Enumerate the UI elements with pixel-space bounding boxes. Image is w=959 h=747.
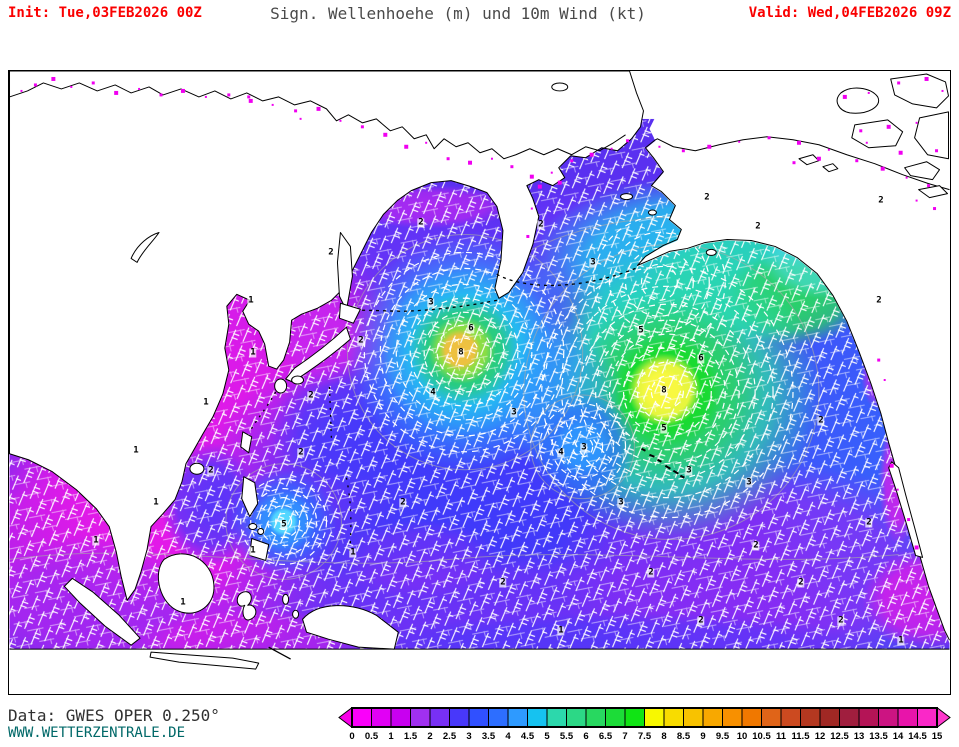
legend-svg: 0 0.5 1 1.5 2 2.5 3 3.5 4 4.5 5 5.5 6 6.5 7 7.5 8 8.5 9 9.5… bbox=[338, 706, 951, 742]
kuril-islands bbox=[360, 299, 498, 312]
lake-1 bbox=[904, 161, 941, 181]
svg-text:7.5: 7.5 bbox=[638, 731, 652, 742]
hawaii-islands bbox=[641, 447, 685, 479]
svg-text:1.5: 1.5 bbox=[404, 731, 418, 742]
land-north-america bbox=[637, 71, 950, 644]
island-luzon bbox=[241, 476, 259, 518]
island-baja bbox=[888, 461, 924, 558]
svg-text:3.5: 3.5 bbox=[482, 731, 496, 742]
wind-swirls bbox=[240, 215, 794, 566]
island-chains bbox=[250, 267, 685, 660]
island-st-lawrence bbox=[620, 193, 634, 201]
island-kodiak bbox=[705, 248, 717, 256]
svg-text:10: 10 bbox=[737, 731, 748, 742]
svg-text:6.5: 6.5 bbox=[599, 731, 613, 742]
coast-siberia-arctic bbox=[9, 82, 626, 160]
island-wrangel bbox=[551, 82, 569, 92]
color-scale-legend: 0 0.5 1 1.5 2 2.5 3 3.5 4 4.5 5 5.5 6 6.5 7 7.5 8 8.5 9 9.5… bbox=[338, 706, 958, 743]
island-hainan bbox=[189, 462, 205, 475]
svg-text:14: 14 bbox=[893, 731, 904, 742]
island-shikoku bbox=[291, 375, 305, 385]
mariana-islands bbox=[345, 477, 352, 556]
svg-text:1: 1 bbox=[388, 731, 394, 742]
map-title: Sign. Wellenhoehe (m) und 10m Wind (kt) bbox=[270, 4, 646, 23]
coast-speckles bbox=[20, 76, 944, 550]
island-arctic-1 bbox=[836, 87, 880, 114]
timor bbox=[268, 646, 291, 660]
data-source: Data: GWES OPER 0.250° bbox=[8, 706, 220, 725]
island-hokkaido bbox=[338, 302, 361, 324]
map-svg bbox=[9, 71, 950, 694]
island-arctic-2 bbox=[890, 73, 949, 109]
izu-islands bbox=[328, 386, 333, 440]
svg-text:13: 13 bbox=[854, 731, 865, 742]
svg-text:14.5: 14.5 bbox=[908, 731, 927, 742]
svg-text:12: 12 bbox=[815, 731, 826, 742]
island-new-guinea bbox=[302, 605, 399, 650]
svg-text:9.5: 9.5 bbox=[716, 731, 730, 742]
svg-text:2.5: 2.5 bbox=[443, 731, 457, 742]
svg-text:4: 4 bbox=[505, 731, 511, 742]
island-sumatra bbox=[63, 577, 141, 646]
svg-text:11: 11 bbox=[776, 731, 787, 742]
svg-text:3: 3 bbox=[466, 731, 471, 742]
landmasses bbox=[9, 71, 950, 670]
svg-text:0.5: 0.5 bbox=[365, 731, 379, 742]
svg-text:5: 5 bbox=[544, 731, 550, 742]
island-kyushu bbox=[274, 378, 288, 394]
ryukyu-islands bbox=[250, 391, 277, 431]
island-arctic-4 bbox=[914, 111, 949, 160]
svg-text:2: 2 bbox=[427, 731, 432, 742]
island-borneo bbox=[157, 553, 215, 614]
svg-text:5.5: 5.5 bbox=[560, 731, 574, 742]
website-url: WWW.WETTERZENTRALE.DE bbox=[8, 725, 186, 741]
svg-text:15: 15 bbox=[932, 731, 943, 742]
lake-2 bbox=[918, 185, 948, 199]
svg-text:6: 6 bbox=[583, 731, 588, 742]
svg-text:10.5: 10.5 bbox=[752, 731, 771, 742]
valid-datetime: Valid: Wed,04FEB2026 09Z bbox=[748, 5, 951, 21]
svg-text:7: 7 bbox=[622, 731, 627, 742]
island-honshu bbox=[285, 326, 351, 383]
island-taiwan bbox=[240, 431, 253, 454]
init-datetime: Init: Tue,03FEB2026 00Z bbox=[8, 5, 202, 21]
svg-text:12.5: 12.5 bbox=[830, 731, 849, 742]
svg-text:0: 0 bbox=[349, 731, 354, 742]
svg-text:9: 9 bbox=[700, 731, 705, 742]
svg-text:8.5: 8.5 bbox=[677, 731, 691, 742]
coast-north-america bbox=[636, 136, 950, 641]
aleutian-islands bbox=[493, 267, 636, 287]
svg-text:13.5: 13.5 bbox=[869, 731, 888, 742]
island-java bbox=[149, 651, 260, 670]
svg-text:8: 8 bbox=[661, 731, 666, 742]
land-eurasia bbox=[9, 71, 644, 601]
svg-text:4.5: 4.5 bbox=[521, 731, 535, 742]
svg-text:11.5: 11.5 bbox=[792, 731, 811, 742]
island-sulawesi bbox=[236, 591, 257, 621]
lake-baikal bbox=[130, 231, 160, 263]
